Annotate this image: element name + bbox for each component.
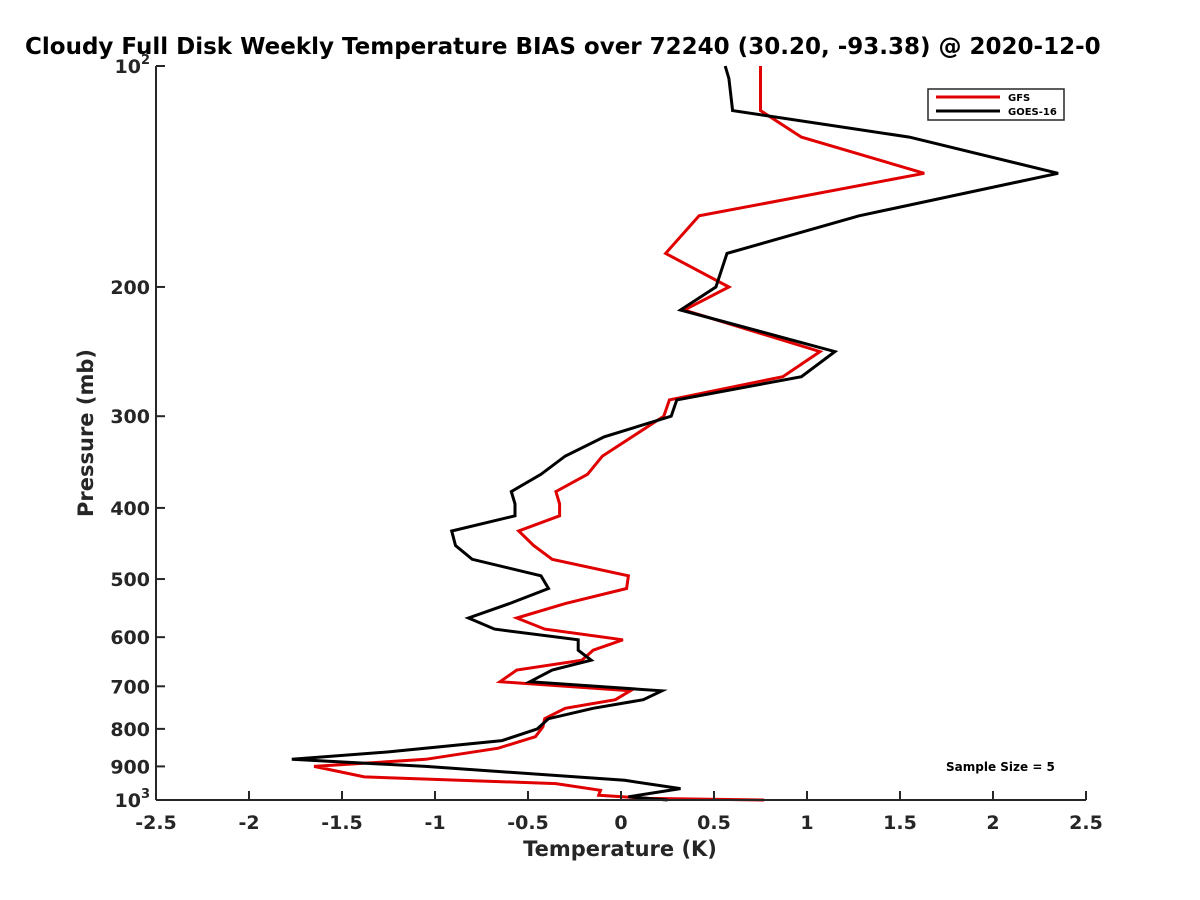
series-line-goes-16 — [291, 65, 1059, 802]
x-tick-label: -2 — [238, 812, 259, 834]
legend-label-goes-16: GOES-16 — [1008, 107, 1057, 118]
sample-size-annotation: Sample Size = 5 — [946, 760, 1055, 774]
y-tick-label: 200 — [110, 277, 150, 299]
x-tick-label: -0.5 — [507, 812, 549, 834]
x-tick-label: 1.5 — [883, 812, 917, 834]
series-line-gfs — [313, 66, 925, 802]
x-tick-label: 2 — [986, 812, 999, 834]
x-tick-label: 0 — [614, 812, 627, 834]
x-axis-label: Temperature (K) — [523, 837, 717, 861]
legend: GFS GOES-16 — [927, 88, 1065, 121]
x-tick-label: 1 — [800, 812, 813, 834]
x-tick-label: -1 — [424, 812, 445, 834]
legend-label-gfs: GFS — [1008, 93, 1030, 104]
y-tick-label: 300 — [110, 406, 150, 428]
y-axis-label: Pressure (mb) — [74, 349, 98, 517]
x-tick-label: 0.5 — [697, 812, 731, 834]
legend-box — [927, 88, 1065, 121]
y-tick-label: 900 — [110, 756, 150, 778]
y-tick-label: 103 — [115, 787, 151, 812]
x-tick-label: -1.5 — [321, 812, 363, 834]
plot-lines — [291, 65, 1059, 802]
y-tick-label: 102 — [115, 53, 151, 78]
x-tick-label: -2.5 — [135, 812, 177, 834]
x-axis-ticks: -2.5 -2 -1.5 -1 -0.5 0 0.5 1 1.5 2 2.5 — [135, 791, 1103, 834]
y-tick-label: 700 — [110, 676, 150, 698]
y-tick-label: 500 — [110, 569, 150, 591]
x-tick-label: 2.5 — [1069, 812, 1103, 834]
y-tick-label: 800 — [110, 719, 150, 741]
y-axis-ticks: 102 200 300 400 500 600 700 800 900 103 — [110, 53, 165, 812]
y-tick-label: 400 — [110, 498, 150, 520]
chart-title: Cloudy Full Disk Weekly Temperature BIAS… — [25, 34, 1101, 60]
y-tick-label: 600 — [110, 627, 150, 649]
